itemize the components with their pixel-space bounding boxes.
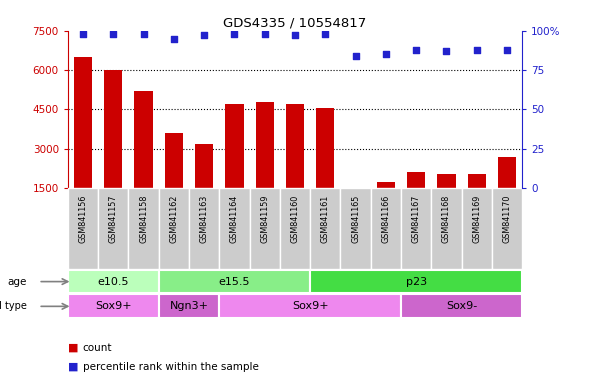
Bar — [225, 104, 244, 228]
Point — [381, 51, 391, 58]
Bar — [135, 91, 153, 228]
Bar — [310, 188, 340, 269]
Text: Ngn3+: Ngn3+ — [169, 301, 208, 311]
Bar — [129, 188, 159, 269]
Bar — [377, 182, 395, 228]
Bar — [98, 188, 129, 269]
Point — [320, 31, 330, 37]
Text: Sox9+: Sox9+ — [292, 301, 329, 311]
Bar — [407, 172, 425, 228]
Text: GSM841161: GSM841161 — [321, 195, 330, 243]
Text: GSM841167: GSM841167 — [412, 195, 421, 243]
Text: p23: p23 — [405, 276, 427, 286]
Bar — [401, 295, 522, 318]
Bar — [68, 295, 159, 318]
Text: GSM841160: GSM841160 — [290, 195, 300, 243]
Text: GSM841162: GSM841162 — [169, 195, 178, 243]
Text: GSM841157: GSM841157 — [109, 195, 118, 243]
Bar — [195, 144, 213, 228]
Text: Sox9-: Sox9- — [446, 301, 477, 311]
Bar — [219, 295, 401, 318]
Text: percentile rank within the sample: percentile rank within the sample — [83, 362, 258, 372]
Bar — [68, 270, 159, 293]
Text: GSM841170: GSM841170 — [503, 195, 512, 243]
Text: GSM841164: GSM841164 — [230, 195, 239, 243]
Bar — [159, 295, 219, 318]
Title: GDS4335 / 10554817: GDS4335 / 10554817 — [224, 17, 366, 30]
Text: e10.5: e10.5 — [97, 276, 129, 286]
Text: GSM841165: GSM841165 — [351, 195, 360, 243]
Bar — [401, 188, 431, 269]
Bar — [371, 188, 401, 269]
Bar — [498, 157, 516, 228]
Bar — [468, 174, 486, 228]
Point — [230, 31, 239, 37]
Point — [442, 48, 451, 54]
Bar — [189, 188, 219, 269]
Bar — [346, 189, 365, 228]
Point — [139, 31, 148, 37]
Bar — [316, 108, 335, 228]
Bar — [159, 270, 310, 293]
Bar — [431, 188, 461, 269]
Bar — [310, 270, 522, 293]
Point — [411, 46, 421, 53]
Text: ■: ■ — [68, 362, 82, 372]
Text: GSM841159: GSM841159 — [260, 195, 269, 243]
Bar — [340, 188, 371, 269]
Bar — [159, 188, 189, 269]
Text: age: age — [8, 276, 27, 286]
Point — [199, 32, 209, 38]
Text: GSM841163: GSM841163 — [199, 195, 209, 243]
Point — [290, 32, 300, 38]
Text: GSM841158: GSM841158 — [139, 195, 148, 243]
Text: GSM841156: GSM841156 — [78, 195, 87, 243]
Bar — [461, 188, 492, 269]
Point — [78, 31, 88, 37]
Point — [169, 36, 179, 42]
Bar — [68, 188, 98, 269]
Text: GSM841166: GSM841166 — [381, 195, 391, 243]
Bar — [165, 133, 183, 228]
Bar — [104, 70, 122, 228]
Text: cell type: cell type — [0, 301, 27, 311]
Bar — [250, 188, 280, 269]
Bar — [492, 188, 522, 269]
Point — [472, 46, 481, 53]
Point — [351, 53, 360, 59]
Bar — [74, 57, 92, 228]
Bar — [255, 102, 274, 228]
Bar — [286, 104, 304, 228]
Bar — [280, 188, 310, 269]
Bar — [437, 174, 455, 228]
Text: count: count — [83, 343, 112, 353]
Point — [260, 31, 270, 37]
Point — [109, 31, 118, 37]
Bar — [219, 188, 250, 269]
Text: GSM841168: GSM841168 — [442, 195, 451, 243]
Text: GSM841169: GSM841169 — [472, 195, 481, 243]
Text: ■: ■ — [68, 343, 82, 353]
Text: Sox9+: Sox9+ — [95, 301, 132, 311]
Text: e15.5: e15.5 — [219, 276, 250, 286]
Point — [502, 46, 512, 53]
